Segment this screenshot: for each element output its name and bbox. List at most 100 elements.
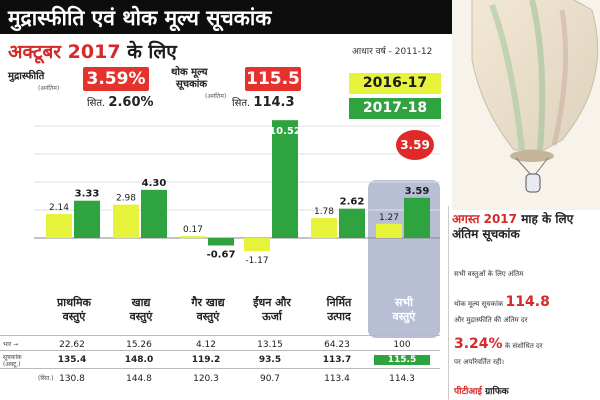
table-cell-sep-4: 113.4 <box>324 374 350 384</box>
row-label-sep: (सित.) <box>38 375 54 382</box>
category-label-line: वस्तुएं <box>392 310 416 323</box>
row-label-weight: भार → <box>3 341 19 348</box>
category-label-line: वस्तुएं <box>129 310 153 323</box>
base-year: आधार वर्ष - 2011-12 <box>352 47 433 57</box>
category-label-line: प्राथमिक <box>56 296 91 309</box>
table-cell-sep-0: 130.8 <box>59 374 85 384</box>
category-label-line: वस्तुएं <box>62 310 86 323</box>
wpi-prev: सित. 114.3 <box>232 95 295 110</box>
data-label-2016-17-3: -1.17 <box>245 256 268 266</box>
table-separator <box>0 368 440 369</box>
bar-2016-17-4 <box>311 218 337 238</box>
bar-2017-18-0 <box>74 200 100 238</box>
category-label-line: निर्मित <box>326 296 352 309</box>
table-cell-oct-0: 135.4 <box>57 355 87 365</box>
bar-2017-18-3 <box>272 120 298 238</box>
table-cell-weights-3: 13.15 <box>257 340 283 350</box>
august-line-4-text: के संशोधित दर <box>504 342 543 350</box>
august-line-1: सभी वस्तुओं के लिए अंतिम <box>454 270 524 278</box>
subtitle-month: अक्टूबर 2017 <box>8 41 121 63</box>
data-label-2016-17-1: 2.98 <box>116 194 136 204</box>
inflation-prev-value: 2.60% <box>108 95 154 110</box>
august-line-3: और मुद्रास्फीति की अंतिम दर <box>454 316 528 324</box>
category-label-line: गैर खाद्य <box>191 296 225 309</box>
august-wpi-value: 114.8 <box>505 294 550 310</box>
category-label-3: ईंधन और ऊर्जा <box>236 296 308 324</box>
data-label-2016-17-4: 1.78 <box>314 207 334 217</box>
table-cell-oct-1: 148.0 <box>124 355 154 365</box>
wpi-label-2: सूचकांक <box>176 79 208 90</box>
august-title-month: अगस्त 2017 <box>452 212 518 226</box>
table-cell-oct-3: 93.5 <box>258 355 282 365</box>
data-label-2017-18-5: 3.59 <box>405 186 430 197</box>
bar-2016-17-5 <box>376 223 402 238</box>
category-label-line: सभी <box>394 296 414 309</box>
table-cell-sep-5: 114.3 <box>389 374 415 384</box>
bar-chart: 2.14 2.98 0.17 -1.17 1.78 1.27 3.33 4.30 -0.67 10… <box>34 120 440 266</box>
table-cell-sep-2: 120.3 <box>193 374 219 384</box>
inflation-sub: (अनंतिम) <box>38 85 60 92</box>
table-cell-weights-1: 15.26 <box>126 340 152 350</box>
data-label-2017-18-0: 3.33 <box>75 189 100 200</box>
subtitle: अक्टूबर 2017 के लिए <box>8 38 177 64</box>
august-panel <box>448 206 600 400</box>
bar-2016-17-0 <box>46 214 72 238</box>
data-label-2016-17-2: 0.17 <box>183 225 203 235</box>
legend-2016-17: 2016-17 <box>349 73 441 94</box>
inflation-prev: सित. 2.60% <box>87 95 154 110</box>
category-label-2: गैर खाद्य वस्तुएं <box>172 296 244 324</box>
category-label-line: ऊर्जा <box>262 310 282 323</box>
august-inflation-value: 3.24% <box>454 336 503 352</box>
august-title-rest: माह के लिए अंतिम सूचकांक <box>452 212 574 241</box>
august-line-2-text: थोक मूल्य सूचकांक <box>454 300 504 308</box>
table-cell-oct-2: 119.2 <box>191 355 221 365</box>
row-label-oct: सूचकांक (अक्टू.) <box>3 354 22 368</box>
category-label-line: खाद्य <box>131 296 151 309</box>
wpi-sub: (अनंतिम) <box>205 93 227 100</box>
inflation-value: 3.59% <box>83 67 149 91</box>
data-label-2017-18-1: 4.30 <box>142 178 167 189</box>
subtitle-suffix: के लिए <box>127 41 177 63</box>
table-cell-oct-5: 115.5 <box>374 355 430 365</box>
table-cell-sep-1: 144.8 <box>126 374 152 384</box>
table-separator <box>0 335 440 336</box>
table-cell-weights-4: 64.23 <box>324 340 350 350</box>
category-label-line: ईंधन और <box>253 296 291 309</box>
bar-2017-18-1 <box>141 189 167 238</box>
category-label-4: निर्मित उत्पाद <box>303 296 375 324</box>
data-label-2017-18-4: 2.62 <box>340 197 365 208</box>
august-line-2: थोक मूल्य सूचकांक 114.8 <box>454 294 550 310</box>
data-label-2016-17-5: 1.27 <box>379 213 399 223</box>
table-cell-weights-2: 4.12 <box>195 340 217 350</box>
highlight-bubble: 3.59 <box>396 130 434 160</box>
source-agency: पीटीआई <box>454 387 482 397</box>
bar-2017-18-4 <box>339 208 365 238</box>
title-bar: मुद्रास्फीति एवं थोक मूल्य सूचकांक <box>0 0 452 34</box>
wpi-value: 115.5 <box>245 67 301 91</box>
data-label-2016-17-0: 2.14 <box>49 203 69 213</box>
data-label-2017-18-3: 10.52 <box>269 126 301 137</box>
category-label-0: प्राथमिक वस्तुएं <box>38 296 110 324</box>
page-title: मुद्रास्फीति एवं थोक मूल्य सूचकांक <box>8 6 272 30</box>
wpi-label-1: थोक मूल्य <box>171 67 208 78</box>
balloon-illustration <box>452 0 600 210</box>
bar-2017-18-2 <box>208 238 234 246</box>
table-cell-weights-0: 22.62 <box>59 340 85 350</box>
table-cell-sep-3: 90.7 <box>259 374 281 384</box>
august-title: अगस्त 2017 माह के लिए अंतिम सूचकांक <box>452 212 598 242</box>
august-line-4: 3.24% के संशोधित दर <box>454 336 543 352</box>
inflation-label: मुद्रास्फीति <box>8 71 45 82</box>
bar-2017-18-5 <box>404 197 430 238</box>
category-label-1: खाद्य वस्तुएं <box>105 296 177 324</box>
legend-2017-18: 2017-18 <box>349 98 441 119</box>
table-cell-weights-5: 100 <box>393 340 411 350</box>
bar-2016-17-2 <box>180 236 206 239</box>
august-line-5: पर अपरिवर्तित रही। <box>454 358 505 366</box>
table-cell-oct-4: 113.7 <box>322 355 352 365</box>
bar-2016-17-1 <box>113 204 139 238</box>
wpi-prev-value: 114.3 <box>253 95 295 110</box>
data-label-2017-18-2: -0.67 <box>207 250 236 261</box>
table-separator <box>0 350 440 351</box>
category-label-5: सभी वस्तुएं <box>368 296 440 324</box>
inflation-prev-prefix: सित. <box>87 98 106 109</box>
